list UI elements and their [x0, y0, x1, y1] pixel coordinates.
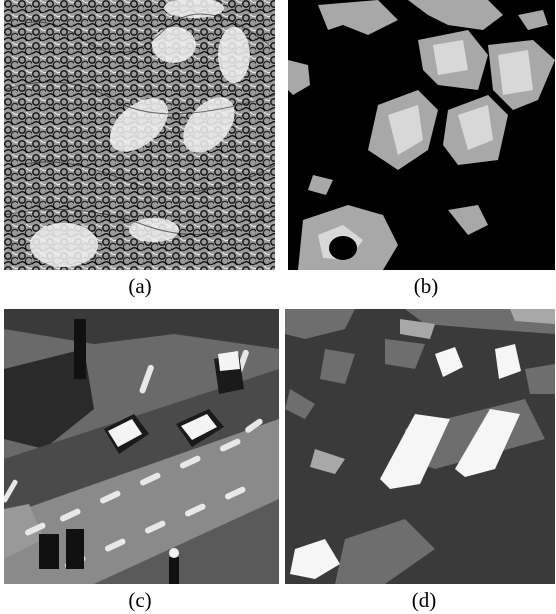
panel-d-segmentation [285, 309, 555, 584]
panel-b-segmentation [288, 0, 555, 270]
caption-b: (b) [396, 274, 456, 299]
panel-a-noisy-image [4, 0, 275, 270]
segmentation-d-graphic [285, 309, 555, 584]
panel-c-road-scene [4, 309, 279, 584]
road-scene-c-graphic [4, 309, 279, 584]
caption-a: (a) [110, 274, 170, 299]
segmentation-b-graphic [288, 0, 555, 270]
caption-d: (d) [394, 588, 454, 613]
noisy-image-graphic [4, 0, 275, 270]
caption-c: (c) [110, 588, 170, 613]
